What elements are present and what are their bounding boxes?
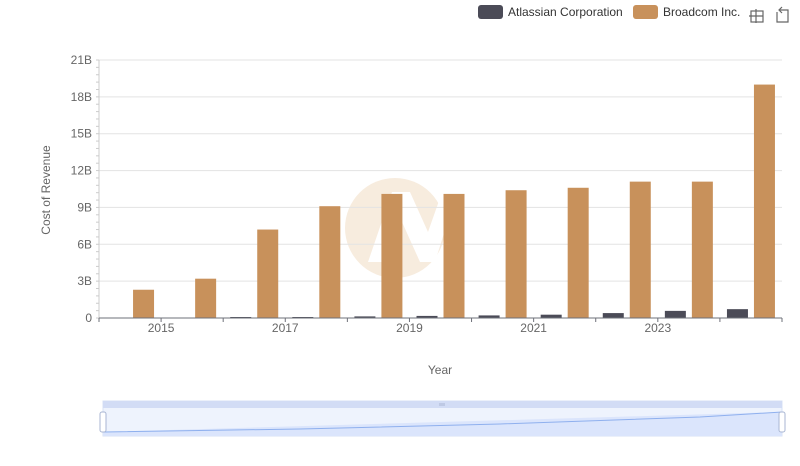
slider-preview-line bbox=[102, 411, 783, 433]
slider-preview-area bbox=[103, 412, 782, 436]
y-tick-label: 9B bbox=[77, 200, 92, 214]
bar-broadcom-2016[interactable] bbox=[257, 229, 279, 318]
bar-atlassian-2024[interactable] bbox=[726, 309, 748, 318]
slider-handle-left[interactable] bbox=[99, 411, 107, 433]
legend-label-broadcom: Broadcom Inc. bbox=[663, 5, 740, 19]
bar-broadcom-2020[interactable] bbox=[505, 190, 527, 318]
y-tick-label: 6B bbox=[77, 237, 92, 251]
slider-grip-icon bbox=[439, 403, 445, 406]
slider-handle-right[interactable] bbox=[778, 411, 786, 433]
bar-broadcom-2017[interactable] bbox=[319, 206, 341, 318]
legend-label-atlassian: Atlassian Corporation bbox=[508, 5, 623, 19]
bar-broadcom-2021[interactable] bbox=[567, 187, 589, 318]
bar-broadcom-2019[interactable] bbox=[443, 193, 465, 318]
x-axis: 2015 2017 2019 2021 2023 bbox=[98, 317, 783, 335]
bar-atlassian-2021[interactable] bbox=[540, 314, 562, 318]
bar-series bbox=[133, 84, 775, 318]
y-tick-label: 18B bbox=[71, 90, 92, 104]
legend-swatch-broadcom bbox=[633, 5, 658, 19]
legend-item-broadcom[interactable]: Broadcom Inc. bbox=[633, 5, 740, 19]
legend-item-atlassian[interactable]: Atlassian Corporation bbox=[478, 5, 623, 19]
data-zoom-slider[interactable] bbox=[99, 400, 786, 437]
y-tick-label: 3B bbox=[77, 274, 92, 288]
y-axis-title: Cost of Revenue bbox=[39, 145, 53, 235]
y-tick-label: 15B bbox=[71, 127, 92, 141]
legend: Atlassian Corporation Broadcom Inc. bbox=[478, 5, 740, 19]
bar-broadcom-2014[interactable] bbox=[133, 289, 155, 318]
y-tick-label: 21B bbox=[71, 53, 92, 67]
bar-atlassian-2020[interactable] bbox=[478, 315, 500, 318]
bar-broadcom-2022[interactable] bbox=[629, 181, 651, 318]
bar-atlassian-2018[interactable] bbox=[354, 316, 376, 318]
bar-atlassian-2023[interactable] bbox=[664, 310, 686, 318]
x-axis-title: Year bbox=[428, 363, 452, 377]
x-tick-label: 2023 bbox=[644, 321, 671, 335]
y-tick-label: 12B bbox=[71, 164, 92, 178]
bar-broadcom-2023[interactable] bbox=[691, 181, 713, 318]
legend-swatch-atlassian bbox=[478, 5, 503, 19]
bar-broadcom-2018[interactable] bbox=[381, 193, 403, 318]
zoom-reset-icon[interactable] bbox=[776, 6, 789, 23]
x-tick-label: 2017 bbox=[272, 321, 299, 335]
bar-atlassian-2019[interactable] bbox=[416, 315, 438, 318]
bar-atlassian-2022[interactable] bbox=[602, 313, 624, 318]
zoom-box-icon[interactable] bbox=[749, 9, 764, 23]
x-tick-label: 2021 bbox=[520, 321, 547, 335]
x-tick-label: 2019 bbox=[396, 321, 423, 335]
y-axis: 0 3B 6B 9B 12B 15B 18B 21B bbox=[71, 53, 100, 325]
bar-broadcom-2015[interactable] bbox=[195, 278, 217, 318]
y-tick-label: 0 bbox=[85, 311, 92, 325]
x-tick-label: 2015 bbox=[148, 321, 175, 335]
bar-broadcom-2024[interactable] bbox=[753, 84, 775, 318]
